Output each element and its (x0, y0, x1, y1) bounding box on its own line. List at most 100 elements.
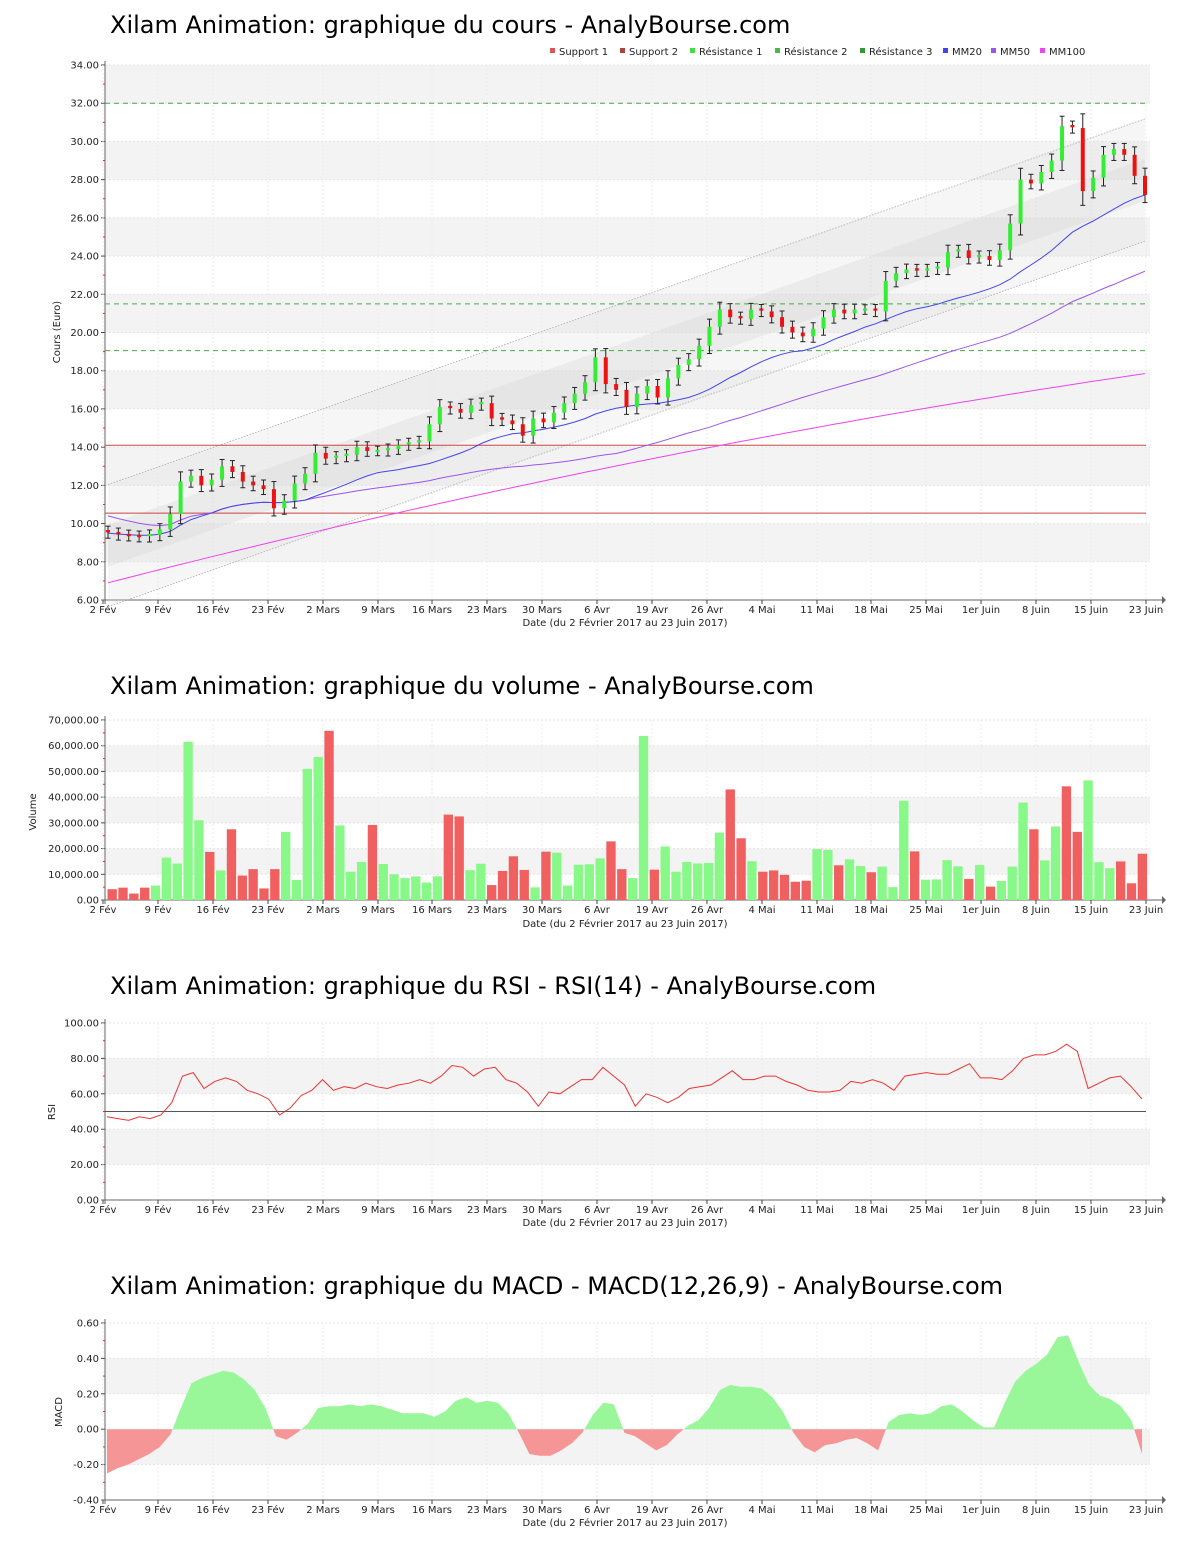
volume-bar (346, 871, 356, 900)
candle (333, 451, 339, 465)
rsi-grid-band (105, 1129, 1150, 1165)
legend-swatch (991, 48, 996, 53)
volume-bar (107, 889, 117, 900)
candle-body (645, 386, 650, 394)
price-x-axis-arrow (1162, 596, 1166, 604)
candle (395, 439, 401, 455)
candle-body (188, 475, 193, 482)
volume-bar (270, 869, 280, 900)
price-x-tick-label: 18 Mai (854, 605, 887, 616)
volume-bar (1040, 860, 1050, 900)
volume-bar (497, 870, 508, 900)
candle-body (106, 530, 110, 533)
macd-y-tick-label: 0.40 (77, 1354, 99, 1365)
candle-body (883, 280, 888, 312)
macd-y-tick-label: -0.40 (73, 1496, 99, 1507)
candle-body (178, 481, 183, 515)
price-x-tick-label: 23 Fév (251, 604, 284, 616)
regression-channel-line (107, 118, 1146, 485)
macd-x-tick-label: 8 Juin (1022, 1505, 1050, 1516)
price-y-tick-label: 20.00 (70, 328, 99, 339)
candle-body (479, 402, 484, 405)
price-x-tick-label: 6 Avr (584, 605, 611, 616)
macd-x-tick-label: 6 Avr (584, 1505, 611, 1516)
volume-bar (617, 869, 627, 900)
rsi-x-tick-label: 30 Mars (522, 1205, 562, 1216)
price-grid-band (105, 294, 1150, 333)
candle (406, 437, 412, 451)
candle (758, 304, 764, 318)
rsi-x-tick-label: 4 Mai (748, 1205, 775, 1216)
volume-grid-band (105, 745, 1150, 772)
macd-x-tick-label: 2 Mars (306, 1505, 340, 1516)
candle (810, 322, 816, 343)
rsi-series (105, 1043, 1146, 1121)
volume-bar (996, 880, 1007, 900)
volume-bar (487, 885, 497, 900)
rsi-y-tick-label: 80.00 (70, 1054, 99, 1065)
candle (520, 417, 526, 443)
price-series (105, 102, 1148, 608)
candle (1090, 170, 1096, 199)
candle-body (313, 452, 318, 474)
candle-body (821, 317, 826, 329)
price-y-tick-label: 12.00 (70, 481, 99, 492)
volume-x-tick-label: 2 Mars (306, 905, 340, 916)
price-y-tick-label: 6.00 (77, 596, 99, 607)
volume-bar (725, 789, 735, 900)
macd-x-tick-label: 9 Fév (145, 1504, 172, 1516)
volume-x-tick-label: 16 Mars (412, 905, 452, 916)
candle (426, 416, 432, 450)
volume-x-tick-label: 18 Mai (854, 905, 887, 916)
candle-body (562, 403, 567, 413)
volume-bar (205, 851, 215, 900)
legend-label: Résistance 2 (784, 46, 847, 58)
volume-bar (942, 860, 952, 900)
candle-body (1008, 223, 1013, 251)
price-grid-band (105, 141, 1150, 180)
candle-body (1080, 128, 1085, 192)
candle (458, 403, 464, 419)
candle-body (987, 256, 992, 260)
volume-grid-band (105, 848, 1150, 875)
candle-body (354, 447, 359, 455)
candle-body (292, 483, 297, 501)
candle (188, 469, 194, 488)
candle (955, 244, 961, 258)
volume-bar (812, 849, 822, 900)
candle (167, 506, 173, 537)
candle-body (1091, 177, 1096, 192)
candle-body (665, 378, 670, 398)
rsi-x-tick-label: 23 Fév (251, 1204, 284, 1216)
candle-body (811, 328, 816, 337)
price-y-tick-label: 32.00 (70, 99, 99, 110)
macd-y-axis-label: MACD (54, 1397, 65, 1427)
rsi-y-tick-label: 20.00 (70, 1160, 99, 1171)
candle (541, 412, 547, 429)
regression-channel-inner (108, 158, 1145, 567)
macd-grid-band (105, 1429, 1150, 1465)
candle (945, 244, 951, 276)
volume-bar (161, 857, 172, 900)
candle (903, 263, 909, 280)
candle (323, 446, 329, 465)
volume-x-tick-label: 23 Mars (467, 905, 507, 916)
candle-body (396, 445, 401, 450)
rsi-x-tick-label: 23 Mars (467, 1205, 507, 1216)
price-x-tick-label: 30 Mars (522, 605, 562, 616)
macd-x-tick-label: 15 Juin (1074, 1505, 1108, 1516)
candle-body (541, 418, 546, 423)
price-y-tick-label: 30.00 (70, 137, 99, 148)
price-x-tick-label: 16 Mars (412, 605, 452, 616)
volume-bar (237, 875, 247, 900)
rsi-x-tick-label: 18 Mai (854, 1205, 887, 1216)
candle-body (147, 533, 152, 537)
candle-body (769, 311, 774, 318)
macd-y-tick-label: 0.20 (77, 1389, 99, 1400)
volume-x-tick-label: 8 Juin (1022, 905, 1050, 916)
candle-body (914, 268, 919, 271)
candle-body (137, 534, 142, 538)
candle (893, 266, 899, 288)
candle-body (385, 447, 390, 451)
